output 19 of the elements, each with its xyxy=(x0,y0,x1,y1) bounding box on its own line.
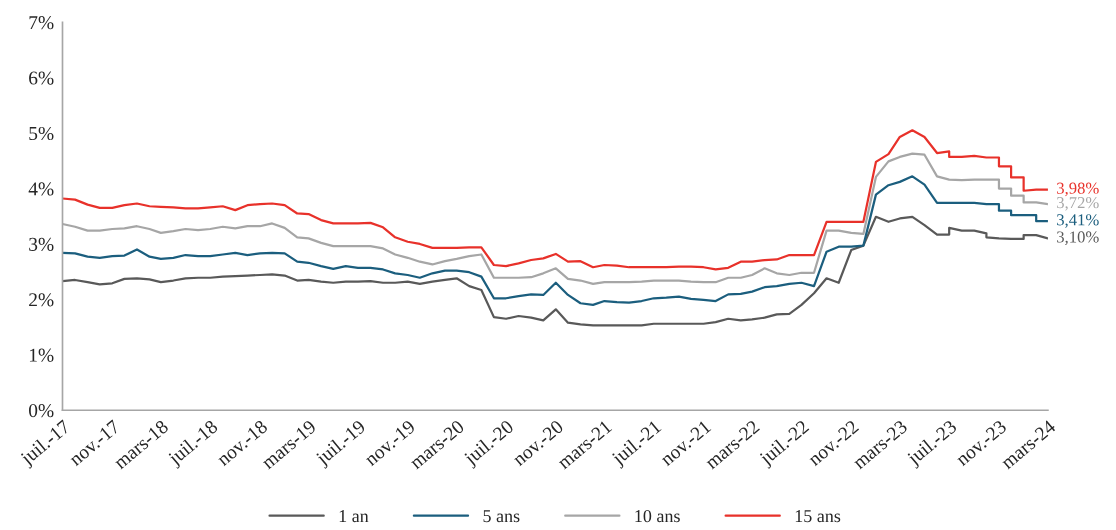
y-tick-label: 0% xyxy=(28,404,54,418)
y-tick-label: 7% xyxy=(29,16,54,30)
y-tick-label: 5% xyxy=(29,126,54,141)
legend-label: 15 ans xyxy=(795,510,841,523)
y-tick-label: 1% xyxy=(29,348,54,362)
legend-label: 5 ans xyxy=(483,510,520,523)
y-tick-label: 2% xyxy=(29,293,54,307)
annotation: 3,41% xyxy=(1057,214,1099,228)
line-series xyxy=(62,175,1048,307)
annotation: 3,98% xyxy=(1057,182,1099,197)
legend-label: 10 ans xyxy=(635,510,680,523)
line-series xyxy=(62,215,1048,327)
line-series xyxy=(62,129,1048,271)
legend-label: 1 an xyxy=(339,510,369,523)
y-tick-label: 3% xyxy=(29,237,54,251)
y-tick-label: 6% xyxy=(29,71,54,85)
annotation: 3,72% xyxy=(1057,196,1099,211)
y-tick-label: 4% xyxy=(28,182,54,196)
annotation: 3,10% xyxy=(1057,231,1099,245)
